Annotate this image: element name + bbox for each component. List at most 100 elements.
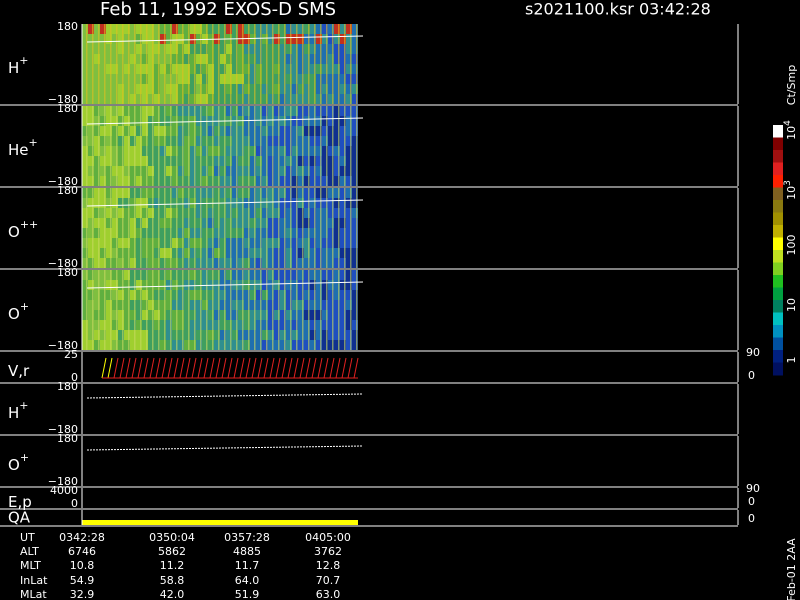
spectrogram-cell <box>94 84 100 94</box>
spectrogram-cell <box>184 24 190 34</box>
spectrogram-cell <box>328 258 334 268</box>
label-text: E,p <box>8 493 32 511</box>
spectrogram-cell <box>106 290 112 300</box>
spectrogram-cell <box>328 320 334 330</box>
spectrogram-cell <box>298 156 304 166</box>
spectrogram-cell <box>148 176 154 186</box>
spectrogram-cell <box>112 258 118 268</box>
spectrogram-cell <box>316 74 322 84</box>
spectrogram-cell <box>82 146 88 156</box>
spectrogram-cell <box>340 208 346 218</box>
spectrogram-cell <box>280 218 286 228</box>
spectrogram-cell <box>334 94 340 104</box>
spectrogram-cell <box>160 238 166 248</box>
spectrogram-cell <box>214 320 220 330</box>
spectrogram-cell <box>118 54 124 64</box>
spectrogram-cell <box>112 270 118 280</box>
spectrogram-cell <box>256 290 262 300</box>
colorbar-segment <box>773 275 783 288</box>
spectrogram-cell <box>94 54 100 64</box>
scan-stripe <box>308 24 310 104</box>
spectrogram-cell <box>238 106 244 116</box>
spectrogram-cell <box>316 290 322 300</box>
spectrogram-cell <box>340 94 346 104</box>
cell: 5862 <box>158 545 186 558</box>
spectrogram-cell <box>106 238 112 248</box>
spectrogram-cell <box>112 34 118 44</box>
spectrogram-cell <box>334 166 340 176</box>
spectrogram-cell <box>124 156 130 166</box>
spectrogram-cell <box>112 24 118 34</box>
spectrogram-cell <box>244 84 250 94</box>
spectrogram-cell <box>346 126 352 136</box>
spectrogram-cell <box>208 300 214 310</box>
spectrogram-cell <box>124 248 130 258</box>
panel-label: O+ <box>8 451 29 474</box>
spectrogram-cell <box>310 248 316 258</box>
spectrogram-cell <box>292 106 298 116</box>
spectrogram-cell <box>304 136 310 146</box>
spectrogram-cell <box>286 44 292 54</box>
spectrogram-cell <box>184 106 190 116</box>
spectrogram-cell <box>280 238 286 248</box>
spectrogram-cell <box>142 238 148 248</box>
spectrogram-cell <box>100 176 106 186</box>
colorbar-label: 104 <box>783 120 799 140</box>
spectrogram-cell <box>226 44 232 54</box>
spectrogram-cell <box>346 166 352 176</box>
spectrogram-cell <box>280 156 286 166</box>
spectrogram-cell <box>352 34 358 44</box>
spectrogram-cell <box>334 290 340 300</box>
spectrogram-cell <box>244 238 250 248</box>
scan-stripe <box>308 270 310 350</box>
scan-stripe <box>272 270 274 350</box>
spectrogram-cell <box>256 126 262 136</box>
spectrogram-cell <box>352 320 358 330</box>
spectrogram-cell <box>250 136 256 146</box>
colorbar-segment <box>773 262 783 276</box>
scan-stripe <box>122 24 124 104</box>
spectrogram-cell <box>328 94 334 104</box>
spectrogram-cell <box>178 208 184 218</box>
spectrogram-cell <box>118 94 124 104</box>
panel-label: QA <box>8 508 31 526</box>
spectrogram-cell <box>100 198 106 208</box>
scan-stripe <box>188 270 190 350</box>
spectrogram-cell <box>238 330 244 340</box>
scan-stripe <box>98 188 100 268</box>
scan-stripe <box>290 270 292 350</box>
tick-label: 0 <box>71 497 78 510</box>
spectrogram-cell <box>280 188 286 198</box>
scan-stripe <box>278 270 280 350</box>
spectrogram-cell <box>202 248 208 258</box>
scan-stripe <box>134 270 136 350</box>
spectrogram-cell <box>352 54 358 64</box>
scan-stripe <box>254 270 256 350</box>
spectrogram-cell <box>196 320 202 330</box>
velocity-tick <box>245 357 251 379</box>
colorbar-segment <box>773 312 783 326</box>
spectrogram-cell <box>274 320 280 330</box>
spectrogram-cell <box>316 320 322 330</box>
spectrogram-cell <box>256 218 262 228</box>
trace <box>86 199 364 207</box>
spectrogram-cell <box>352 248 358 258</box>
spectrogram-cell <box>178 74 184 84</box>
spectrogram-cell <box>310 54 316 64</box>
label-exp: 4 <box>783 120 793 126</box>
spectrogram-cell <box>268 126 274 136</box>
spectrogram-cell <box>232 146 238 156</box>
scan-stripe <box>86 188 88 268</box>
velocity-tick <box>215 357 221 379</box>
spectrogram-cell <box>100 116 106 126</box>
spectrogram-cell <box>250 198 256 208</box>
spectrogram-cell <box>292 34 298 44</box>
spectrogram-cell <box>184 166 190 176</box>
spectrogram-cell <box>298 34 304 44</box>
velocity-tick <box>275 357 281 379</box>
spectrogram-cell <box>262 34 268 44</box>
spectrogram-cell <box>304 74 310 84</box>
spectrogram-cell <box>310 330 316 340</box>
spectrogram-cell <box>322 156 328 166</box>
spectrogram-cell <box>220 218 226 228</box>
